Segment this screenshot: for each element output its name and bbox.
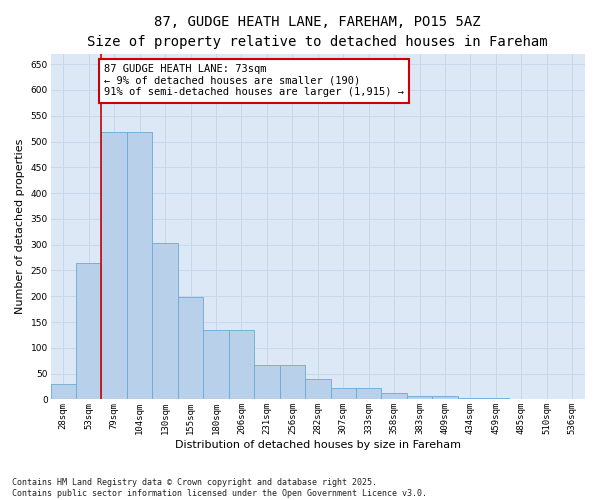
Text: 87 GUDGE HEATH LANE: 73sqm
← 9% of detached houses are smaller (190)
91% of semi: 87 GUDGE HEATH LANE: 73sqm ← 9% of detac… xyxy=(104,64,404,98)
Bar xyxy=(382,392,407,400)
Bar xyxy=(509,399,534,400)
Bar xyxy=(280,365,305,400)
Bar xyxy=(101,132,127,400)
Bar xyxy=(331,388,356,400)
Bar xyxy=(152,243,178,400)
Bar xyxy=(76,262,101,400)
Bar xyxy=(407,396,433,400)
Bar xyxy=(203,330,229,400)
Bar xyxy=(50,384,76,400)
Bar xyxy=(534,399,560,400)
Bar xyxy=(356,388,382,400)
Bar xyxy=(305,379,331,400)
Bar xyxy=(254,365,280,400)
Bar xyxy=(560,399,585,400)
Bar xyxy=(178,298,203,400)
Bar xyxy=(229,330,254,400)
Bar xyxy=(483,398,509,400)
Bar xyxy=(433,396,458,400)
Text: Contains HM Land Registry data © Crown copyright and database right 2025.
Contai: Contains HM Land Registry data © Crown c… xyxy=(12,478,427,498)
Bar xyxy=(127,132,152,400)
Y-axis label: Number of detached properties: Number of detached properties xyxy=(15,139,25,314)
Title: 87, GUDGE HEATH LANE, FAREHAM, PO15 5AZ
Size of property relative to detached ho: 87, GUDGE HEATH LANE, FAREHAM, PO15 5AZ … xyxy=(88,15,548,48)
Bar xyxy=(458,398,483,400)
X-axis label: Distribution of detached houses by size in Fareham: Distribution of detached houses by size … xyxy=(175,440,461,450)
